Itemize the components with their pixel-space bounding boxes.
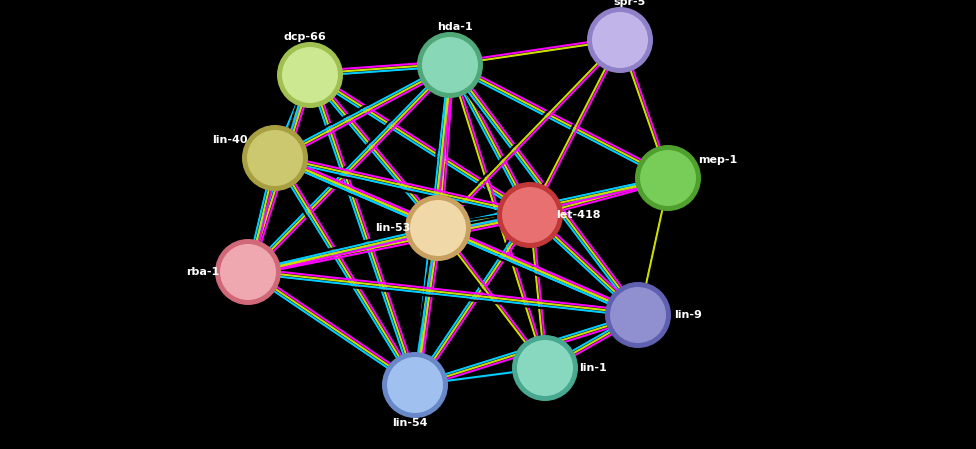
Circle shape [277, 42, 343, 108]
Text: spr-5: spr-5 [614, 0, 646, 7]
Circle shape [282, 47, 338, 103]
Text: hda-1: hda-1 [437, 22, 472, 32]
Text: lin-1: lin-1 [579, 363, 607, 373]
Circle shape [405, 195, 471, 261]
Circle shape [635, 145, 701, 211]
Circle shape [605, 282, 671, 348]
Text: let-418: let-418 [555, 210, 600, 220]
Circle shape [422, 37, 478, 93]
Circle shape [592, 12, 648, 68]
Circle shape [387, 357, 443, 413]
Circle shape [410, 200, 466, 256]
Circle shape [502, 187, 558, 243]
Circle shape [497, 182, 563, 248]
Text: rba-1: rba-1 [186, 267, 220, 277]
Circle shape [417, 32, 483, 98]
Circle shape [382, 352, 448, 418]
Circle shape [610, 287, 666, 343]
Circle shape [517, 340, 573, 396]
Circle shape [247, 130, 303, 186]
Text: dcp-66: dcp-66 [284, 32, 326, 42]
Circle shape [242, 125, 308, 191]
Circle shape [587, 7, 653, 73]
Circle shape [220, 244, 276, 300]
Text: lin-54: lin-54 [392, 418, 427, 428]
Circle shape [215, 239, 281, 305]
Text: lin-9: lin-9 [674, 310, 702, 320]
Text: mep-1: mep-1 [699, 155, 738, 165]
Circle shape [640, 150, 696, 206]
Circle shape [512, 335, 578, 401]
Text: lin-53: lin-53 [376, 223, 411, 233]
Text: lin-40: lin-40 [212, 135, 248, 145]
